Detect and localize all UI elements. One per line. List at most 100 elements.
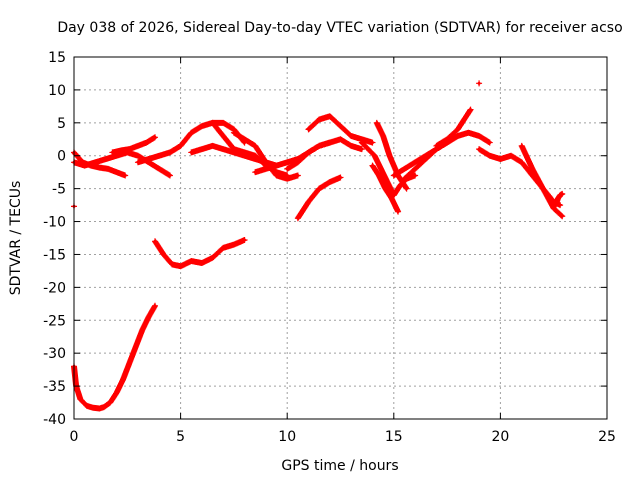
data-point: [93, 160, 97, 164]
data-point: [91, 406, 95, 410]
data-point: [153, 239, 157, 243]
data-point: [392, 173, 396, 177]
series-track-t: [433, 106, 474, 149]
data-point: [328, 141, 332, 145]
data-point: [200, 261, 204, 265]
data-point: [123, 173, 127, 177]
data-point: [136, 144, 140, 148]
data-point: [189, 131, 193, 135]
series-markers: [518, 142, 566, 220]
series-track-x: [552, 190, 566, 209]
data-point: [328, 114, 332, 118]
data-point: [106, 167, 110, 171]
y-tick-label: -15: [43, 247, 66, 263]
y-tick-label: -35: [43, 379, 66, 395]
data-point: [477, 134, 481, 138]
data-point: [243, 150, 247, 154]
data-point: [541, 187, 545, 191]
data-point: [398, 183, 402, 187]
y-tick-label: 0: [57, 149, 66, 165]
data-point: [221, 147, 225, 151]
data-point: [285, 160, 289, 164]
data-point: [243, 238, 247, 242]
y-tick-label: 5: [57, 116, 66, 132]
data-point: [275, 173, 279, 177]
data-point: [104, 157, 108, 161]
data-point: [136, 160, 140, 164]
y-axis-label: SDTVAR / TECUs: [8, 181, 24, 296]
data-point: [520, 144, 524, 148]
data-point: [168, 150, 172, 154]
data-point: [370, 141, 374, 145]
data-point: [147, 157, 151, 161]
data-point: [360, 147, 364, 151]
data-point: [307, 200, 311, 204]
data-point: [385, 180, 389, 184]
data-point: [110, 150, 114, 154]
data-point: [119, 148, 123, 152]
data-point: [366, 147, 370, 151]
data-point: [85, 404, 89, 408]
data-point: [140, 328, 144, 332]
data-point: [285, 167, 289, 171]
grid-layer: [74, 57, 607, 419]
data-point: [127, 361, 131, 365]
data-point: [498, 157, 502, 161]
data-point: [560, 214, 564, 218]
data-point: [456, 127, 460, 131]
data-point: [317, 187, 321, 191]
series-track-p: [369, 162, 402, 215]
y-tick-label: -30: [43, 346, 66, 362]
series-track-m: [305, 113, 376, 146]
data-point: [253, 170, 257, 174]
data-point: [134, 345, 138, 349]
data-point: [413, 167, 417, 171]
data-point: [115, 154, 119, 158]
data-point: [232, 127, 236, 131]
data-point: [264, 160, 268, 164]
data-point: [317, 118, 321, 122]
data-point: [328, 180, 332, 184]
data-point: [189, 259, 193, 263]
data-point: [153, 135, 157, 139]
data-point: [98, 166, 102, 170]
data-point: [424, 157, 428, 161]
series-track-j: [230, 129, 301, 182]
data-point: [477, 81, 481, 85]
data-point: [221, 246, 225, 250]
data-point: [285, 177, 289, 181]
data-point: [373, 154, 377, 158]
data-point: [456, 134, 460, 138]
data-point: [413, 160, 417, 164]
y-tick-label: 15: [48, 50, 66, 66]
data-point: [232, 147, 236, 151]
data-point: [370, 164, 374, 168]
data-point: [402, 177, 406, 181]
data-point: [211, 144, 215, 148]
data-point: [307, 127, 311, 131]
data-point: [232, 243, 236, 247]
data-point: [402, 167, 406, 171]
data-point: [558, 203, 562, 207]
data-point: [108, 401, 112, 405]
data-point: [157, 154, 161, 158]
series-markers: [152, 236, 248, 270]
data-point: [232, 131, 236, 135]
data-point: [434, 144, 438, 148]
data-point: [488, 141, 492, 145]
series-track-a: [71, 363, 127, 412]
data-point: [339, 124, 342, 128]
data-point: [520, 160, 524, 164]
data-point: [466, 131, 470, 135]
x-tick-label: 0: [70, 429, 79, 445]
data-point: [253, 144, 257, 148]
data-point: [405, 187, 409, 191]
data-point: [200, 147, 204, 151]
data-point: [179, 264, 183, 268]
data-point: [162, 252, 166, 256]
data-point: [170, 262, 174, 266]
data-point: [157, 167, 161, 171]
data-point: [253, 154, 257, 158]
data-point: [296, 173, 300, 177]
data-point: [388, 154, 392, 158]
